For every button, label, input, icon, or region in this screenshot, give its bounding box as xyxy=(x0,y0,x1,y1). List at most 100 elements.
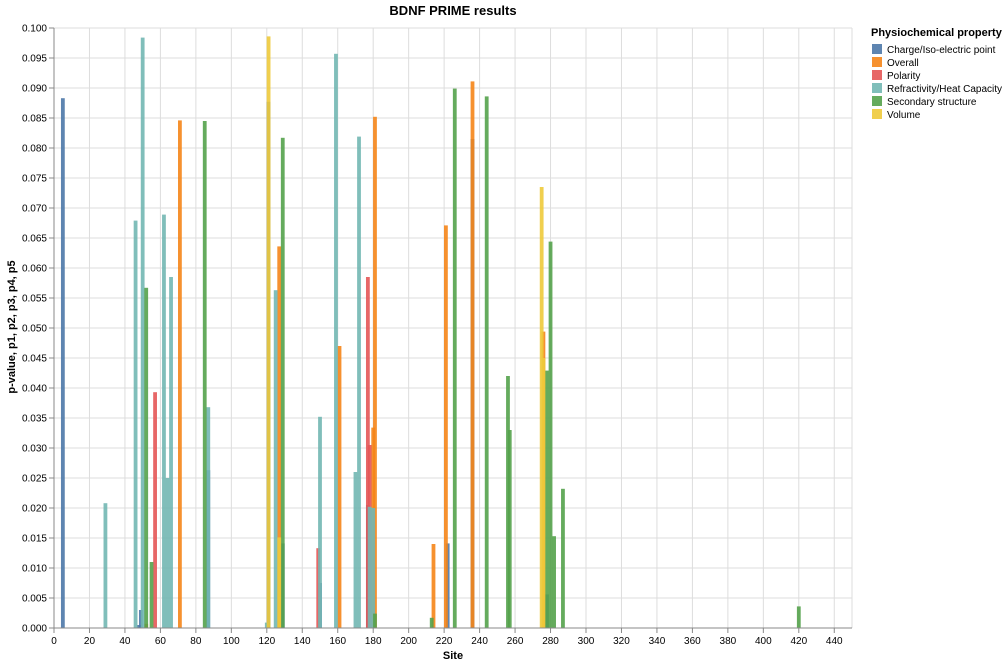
legend-label: Overall xyxy=(887,58,919,69)
bar-volume xyxy=(541,358,546,628)
bar-overall xyxy=(178,120,182,629)
y-tick-label: 0.015 xyxy=(22,534,47,545)
bar-overall xyxy=(337,346,342,628)
y-tick-label: 0.070 xyxy=(22,204,47,215)
x-tick-label: 300 xyxy=(578,636,595,647)
y-tick-label: 0.085 xyxy=(22,114,47,125)
x-tick-label: 320 xyxy=(613,636,630,647)
chart-title: BDNF PRIME results xyxy=(389,3,516,18)
x-tick-label: 60 xyxy=(155,636,167,647)
bar-refractivity-heat-capacity xyxy=(334,53,338,629)
legend-swatch xyxy=(872,70,882,80)
y-tick-label: 0.000 xyxy=(22,624,47,635)
x-tick-label: 200 xyxy=(400,636,417,647)
x-tick-label: 40 xyxy=(119,636,131,647)
x-tick-label: 280 xyxy=(542,636,559,647)
bar-secondary-structure xyxy=(149,562,154,628)
y-tick-label: 0.005 xyxy=(22,594,47,605)
bar-overall xyxy=(444,225,448,628)
y-tick-label: 0.050 xyxy=(22,324,47,335)
legend-label: Secondary structure xyxy=(887,97,977,108)
x-tick-label: 160 xyxy=(329,636,346,647)
bar-overall xyxy=(277,246,282,628)
x-tick-label: 140 xyxy=(294,636,311,647)
y-tick-label: 0.010 xyxy=(22,564,47,575)
bar-secondary-structure xyxy=(507,430,512,628)
y-tick-label: 0.030 xyxy=(22,444,47,455)
bar-overall xyxy=(470,81,475,628)
bar-refractivity-heat-capacity xyxy=(318,416,322,628)
x-tick-label: 360 xyxy=(684,636,701,647)
legend: Physiochemical property Charge/Iso-elect… xyxy=(871,27,1003,121)
bar-secondary-structure xyxy=(144,287,149,628)
x-tick-label: 120 xyxy=(258,636,275,647)
legend-swatch xyxy=(872,96,882,106)
x-tick-label: 100 xyxy=(223,636,240,647)
legend-swatch xyxy=(872,44,882,54)
bar-secondary-structure xyxy=(373,613,377,628)
x-tick-label: 380 xyxy=(720,636,737,647)
y-tick-label: 0.055 xyxy=(22,294,47,305)
bar-secondary-structure xyxy=(796,606,801,628)
bar-secondary-structure xyxy=(545,370,549,628)
bar-refractivity-heat-capacity xyxy=(206,407,211,628)
y-tick-label: 0.065 xyxy=(22,234,47,245)
x-tick-label: 220 xyxy=(436,636,453,647)
x-tick-label: 180 xyxy=(365,636,382,647)
legend-label: Charge/Iso-electric point xyxy=(887,45,996,56)
bar-refractivity-heat-capacity xyxy=(357,136,361,628)
bars xyxy=(60,36,801,629)
y-tick-label: 0.035 xyxy=(22,414,47,425)
bar-refractivity-heat-capacity xyxy=(367,506,372,628)
y-tick-label: 0.025 xyxy=(22,474,47,485)
y-tick-label: 0.080 xyxy=(22,144,47,155)
x-tick-label: 80 xyxy=(190,636,202,647)
bar-overall xyxy=(373,116,377,629)
y-axis-title: p-value, p1, p2, p3, p4, p5 xyxy=(6,260,18,393)
bar-secondary-structure xyxy=(548,241,553,628)
x-tick-label: 400 xyxy=(755,636,772,647)
legend-title: Physiochemical property xyxy=(871,27,1003,39)
x-tick-label: 240 xyxy=(471,636,488,647)
legend-label: Volume xyxy=(887,110,921,121)
y-tick-label: 0.075 xyxy=(22,174,47,185)
bar-secondary-structure xyxy=(202,121,207,628)
bar-refractivity-heat-capacity xyxy=(133,220,138,628)
legend-swatch xyxy=(872,83,882,93)
bar-secondary-structure xyxy=(452,88,457,629)
y-tick-label: 0.060 xyxy=(22,264,47,275)
bar-secondary-structure xyxy=(484,96,489,628)
x-tick-label: 440 xyxy=(826,636,843,647)
axes: 0 20 40 60 80 100 120 140 160 180 200 220 240 260 280 3… xyxy=(22,24,852,647)
y-tick-label: 0.020 xyxy=(22,504,47,515)
y-tick-label: 0.090 xyxy=(22,84,47,95)
y-tick-label: 0.095 xyxy=(22,54,47,65)
bar-refractivity-heat-capacity xyxy=(371,508,376,628)
x-axis-title: Site xyxy=(443,650,463,662)
x-tick-label: 20 xyxy=(84,636,96,647)
bar-overall xyxy=(431,544,436,628)
bar-refractivity-heat-capacity xyxy=(165,478,170,628)
bar-refractivity-heat-capacity xyxy=(103,503,108,628)
bar-refractivity-heat-capacity xyxy=(140,37,145,629)
bar-refractivity-heat-capacity xyxy=(162,214,166,628)
bar-refractivity-heat-capacity xyxy=(353,472,358,628)
legend-swatch xyxy=(872,57,882,67)
x-tick-label: 0 xyxy=(51,636,57,647)
legend-swatch xyxy=(872,109,882,119)
bar-secondary-structure xyxy=(429,617,434,628)
y-tick-label: 0.100 xyxy=(22,24,47,35)
legend-label: Refractivity/Heat Capacity xyxy=(887,84,1002,95)
y-tick-label: 0.045 xyxy=(22,354,47,365)
bar-refractivity-heat-capacity xyxy=(273,290,278,628)
bar-secondary-structure xyxy=(561,488,565,628)
bar-refractivity-heat-capacity xyxy=(169,277,173,628)
bar-polarity xyxy=(153,392,157,628)
y-tick-label: 0.040 xyxy=(22,384,47,395)
legend-label: Polarity xyxy=(887,71,920,82)
x-tick-label: 420 xyxy=(790,636,807,647)
bar-volume xyxy=(277,537,282,628)
bar-charge-iso-electric-point xyxy=(60,98,65,628)
bar-secondary-structure xyxy=(552,536,556,628)
